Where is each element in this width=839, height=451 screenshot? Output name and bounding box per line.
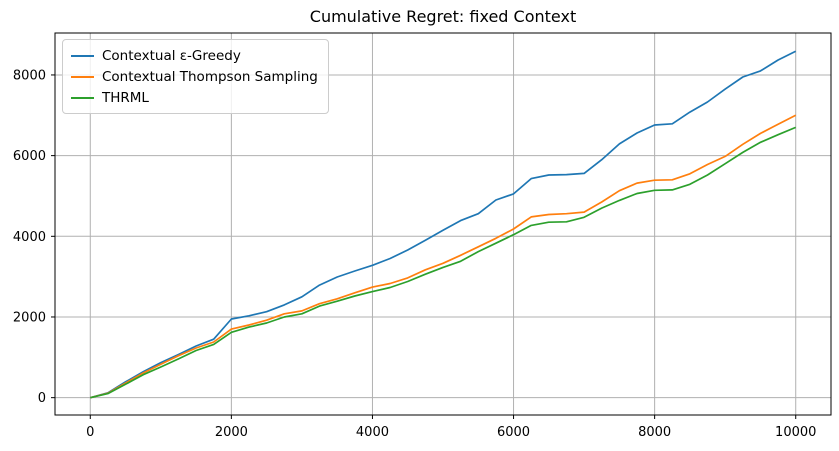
chart-title: Cumulative Regret: fixed Context: [309, 7, 577, 26]
legend-label: THRML: [102, 89, 149, 106]
y-tick-label: 4000: [13, 230, 46, 245]
x-tick-label: 10000: [775, 425, 816, 440]
legend-line-swatch: [71, 75, 94, 78]
legend-label: Contextual Thompson Sampling: [102, 68, 318, 85]
x-tick-label: 0: [86, 425, 94, 440]
x-tick-label: 4000: [356, 425, 389, 440]
legend-label: Contextual ε-Greedy: [102, 47, 241, 64]
y-tick-label: 0: [38, 391, 46, 406]
x-tick-label: 2000: [215, 425, 248, 440]
legend-item: THRML: [71, 87, 318, 108]
series-line: [90, 126, 797, 399]
legend-line-swatch: [71, 96, 94, 99]
y-tick-label: 2000: [13, 310, 46, 325]
legend-item: Contextual Thompson Sampling: [71, 66, 318, 87]
y-tick-label: 8000: [13, 68, 46, 83]
legend-item: Contextual ε-Greedy: [71, 45, 318, 66]
x-tick-label: 6000: [497, 425, 530, 440]
series-line: [90, 114, 797, 399]
legend: Contextual ε-Greedy Contextual Thompson S…: [62, 39, 329, 114]
series-line: [90, 50, 797, 399]
x-tick-label: 8000: [638, 425, 671, 440]
y-tick-label: 6000: [13, 149, 46, 164]
legend-line-swatch: [71, 54, 94, 57]
axes-frame: [54, 32, 832, 416]
